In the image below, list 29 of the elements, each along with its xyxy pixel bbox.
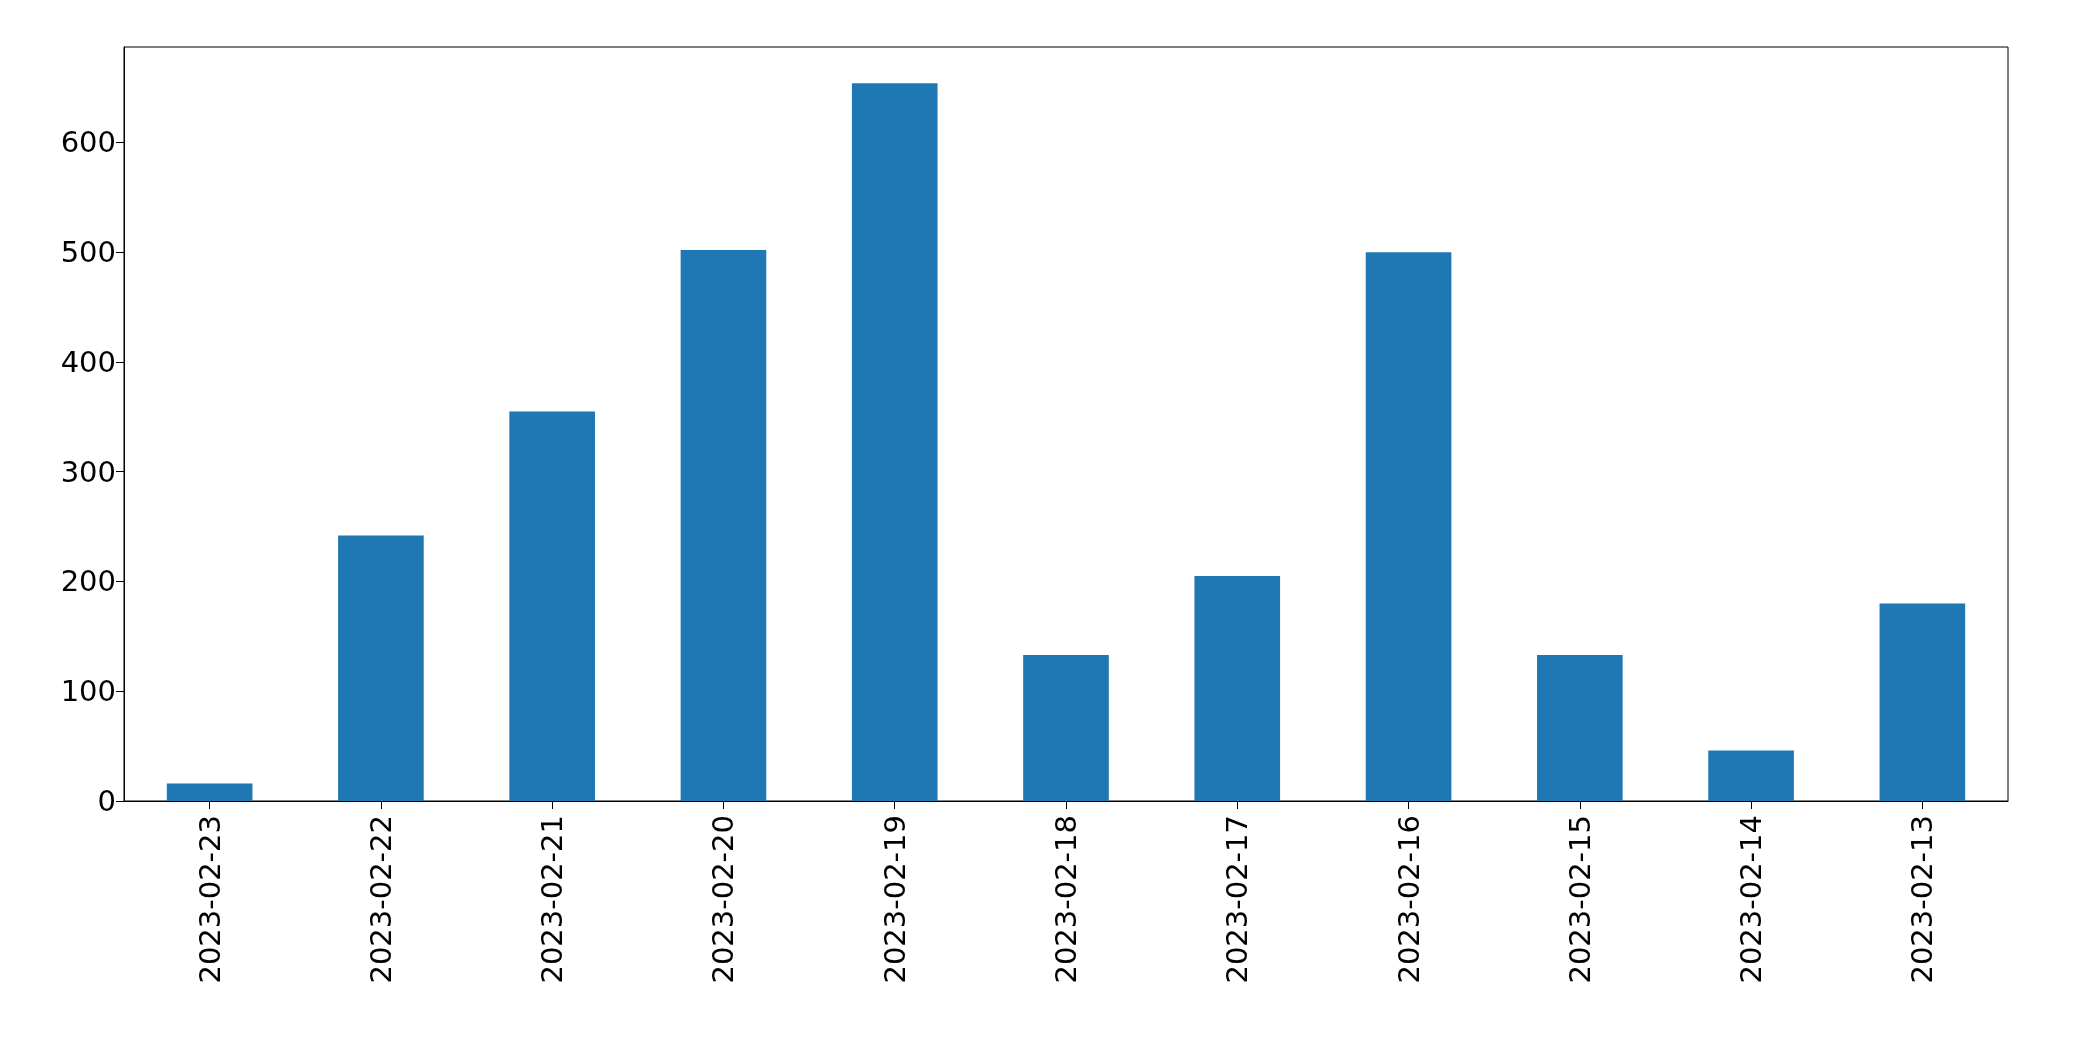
- x-tick-label: 2023-02-15: [1562, 815, 1597, 984]
- y-tick-label: 200: [60, 564, 116, 599]
- x-tick-label: 2023-02-19: [877, 815, 912, 984]
- x-tick-label: 2023-02-20: [706, 815, 741, 984]
- bar: [509, 411, 595, 801]
- x-tick-label: 2023-02-21: [535, 815, 570, 984]
- x-tick-label: 2023-02-22: [363, 815, 398, 984]
- x-tick-label: 2023-02-14: [1734, 815, 1769, 984]
- x-tick-label: 2023-02-18: [1049, 815, 1083, 984]
- bar: [851, 83, 938, 801]
- bar: [1708, 750, 1794, 801]
- bar: [680, 250, 767, 801]
- x-tick-label: 2023-02-17: [1220, 815, 1255, 984]
- y-tick-label: 500: [60, 235, 116, 270]
- y-tick-label: 600: [60, 125, 116, 160]
- bar: [338, 535, 424, 801]
- bar: [1879, 603, 1966, 801]
- y-tick-label: 0: [97, 784, 116, 818]
- bar: [1023, 655, 1109, 801]
- bar: [1365, 252, 1452, 801]
- x-tick-label: 2023-02-23: [192, 815, 227, 984]
- y-tick-label: 100: [60, 674, 116, 709]
- bar: [1194, 576, 1281, 801]
- y-tick-label: 400: [60, 344, 116, 379]
- x-tick-label: 2023-02-16: [1391, 815, 1426, 984]
- bar: [166, 783, 253, 801]
- x-tick-label: 2023-02-13: [1905, 815, 1940, 984]
- y-tick-label: 300: [60, 454, 116, 489]
- bar: [1537, 655, 1623, 801]
